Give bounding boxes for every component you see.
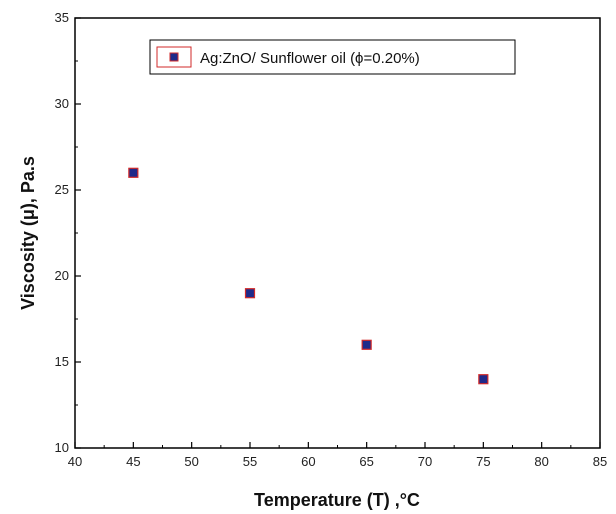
data-points: [128, 167, 489, 385]
x-axis-label: Temperature (T) ,°C: [254, 490, 420, 510]
y-tick-label-25: 25: [55, 182, 69, 197]
y-axis-label: Viscosity (μ), Pa.s: [18, 156, 38, 310]
x-tick-label-55: 55: [243, 454, 257, 469]
x-tick-label-75: 75: [476, 454, 490, 469]
y-tick-label-15: 15: [55, 354, 69, 369]
data-point-45: [128, 167, 139, 178]
x-tick-label-65: 65: [359, 454, 373, 469]
y-tick-label-35: 35: [55, 10, 69, 25]
x-axis-ticks: 40 45 50 55 60 65 70 75 80 85: [68, 442, 607, 469]
legend-label: Ag:ZnO/ Sunflower oil (ϕ=0.20%): [200, 50, 420, 67]
x-tick-label-45: 45: [126, 454, 140, 469]
x-tick-label-80: 80: [534, 454, 548, 469]
plot-frame: [74, 17, 601, 449]
x-tick-label-60: 60: [301, 454, 315, 469]
y-tick-label-20: 20: [55, 268, 69, 283]
x-tick-label-50: 50: [184, 454, 198, 469]
y-axis-ticks: 10 15 20 25 30 35: [55, 10, 81, 455]
x-tick-label-70: 70: [418, 454, 432, 469]
x-tick-label-85: 85: [593, 454, 607, 469]
legend-marker-frame: [156, 46, 192, 68]
y-tick-label-30: 30: [55, 96, 69, 111]
data-point-55: [244, 288, 256, 299]
y-tick-label-10: 10: [55, 440, 69, 455]
legend: Ag:ZnO/ Sunflower oil (ϕ=0.20%): [149, 39, 516, 75]
data-point-65: [361, 339, 372, 350]
x-tick-label-40: 40: [68, 454, 82, 469]
data-point-75: [478, 374, 489, 385]
legend-box: [149, 39, 516, 75]
legend-marker: [169, 52, 179, 62]
